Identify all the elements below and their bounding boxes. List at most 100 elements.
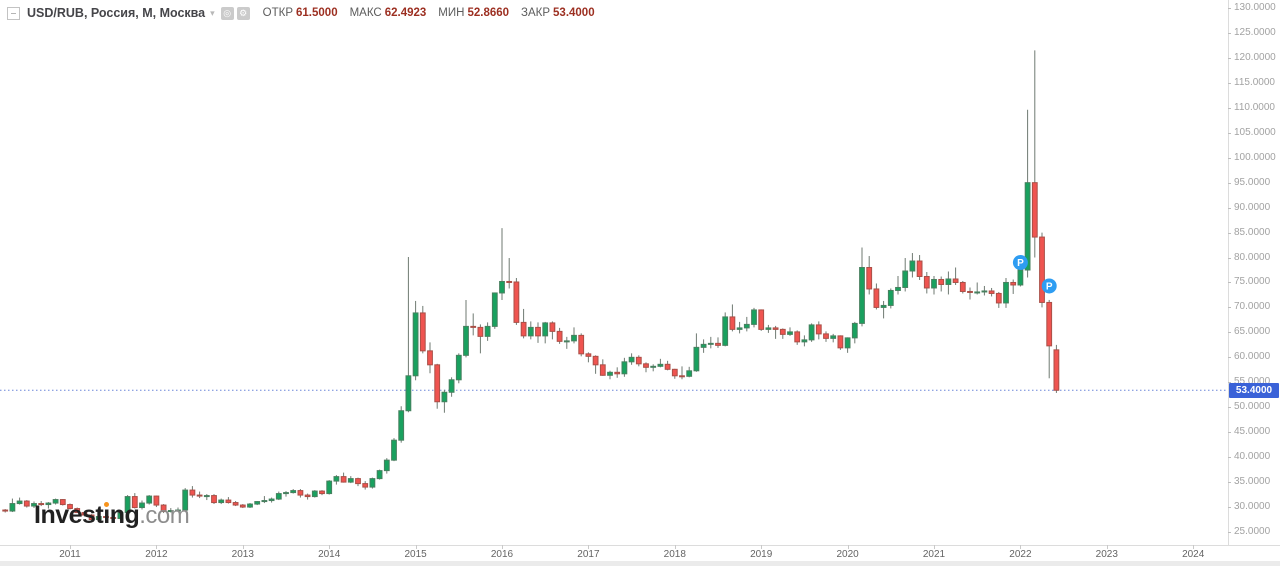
candle[interactable] [203,494,210,501]
candle[interactable] [139,500,145,510]
candle[interactable] [679,366,685,380]
candle[interactable] [2,509,9,513]
candle[interactable] [211,494,217,505]
candle[interactable] [844,337,851,353]
candle[interactable] [513,277,520,325]
candle[interactable] [67,503,73,510]
candle[interactable] [520,308,527,339]
candle[interactable] [621,357,628,377]
candle[interactable] [866,256,873,295]
candle[interactable] [225,497,232,504]
candle[interactable] [405,257,412,413]
candle[interactable] [556,327,563,344]
candle[interactable] [470,313,477,336]
candle[interactable] [779,328,786,339]
candle[interactable] [643,362,649,373]
chevron-down-icon[interactable]: ▾ [210,7,215,18]
candle[interactable] [124,495,131,514]
candle[interactable] [902,258,909,292]
candle[interactable] [110,515,117,521]
candle[interactable] [549,321,556,340]
candle[interactable] [592,355,599,374]
candle[interactable] [715,337,721,348]
candle[interactable] [434,363,441,409]
candle[interactable] [261,496,268,504]
candle[interactable] [74,507,81,514]
candle[interactable] [441,389,448,413]
candle[interactable] [765,324,772,333]
candle[interactable] [311,490,318,498]
candle[interactable] [131,493,138,509]
candle[interactable] [319,490,325,496]
candle[interactable] [283,491,289,497]
candle[interactable] [1039,232,1045,308]
candle[interactable] [578,333,585,357]
candle[interactable] [347,476,354,484]
investing-logo[interactable]: Investı ng.com [34,501,190,530]
candle[interactable] [52,498,59,505]
candle[interactable] [751,307,757,328]
candle[interactable] [455,353,462,384]
candle[interactable] [945,271,952,295]
candle[interactable] [391,438,397,462]
candle[interactable] [1003,277,1009,308]
candle[interactable] [952,267,959,285]
candle[interactable] [599,359,606,376]
candle[interactable] [355,477,361,487]
candle[interactable] [88,514,95,522]
candle[interactable] [981,285,988,296]
candle[interactable] [743,316,750,332]
candle[interactable] [506,258,513,289]
snapshot-icon[interactable]: ◎ [220,6,234,20]
candle[interactable] [1024,109,1031,278]
candle[interactable] [189,486,196,498]
candle[interactable] [808,323,815,342]
candle[interactable] [959,280,966,294]
candle[interactable] [340,472,347,483]
candle[interactable] [304,493,311,500]
time-axis[interactable]: 2011 2012 2013 2014 2015 2016 2017 2018 2019 2020… [0,545,1228,561]
candle[interactable] [823,331,829,342]
candle[interactable] [1053,344,1060,393]
candle[interactable] [477,324,484,354]
candle[interactable] [31,501,37,509]
candle[interactable] [542,321,549,344]
candle[interactable] [1046,299,1053,379]
candle[interactable] [275,491,282,501]
candle[interactable] [1031,50,1038,258]
candle[interactable] [787,327,793,336]
candle[interactable] [326,480,333,495]
candle[interactable] [333,475,340,485]
candle[interactable] [801,335,808,347]
candle[interactable] [873,283,880,310]
candle[interactable] [974,282,981,295]
candle[interactable] [693,333,700,372]
candle[interactable] [427,342,433,374]
candle[interactable] [535,322,541,343]
candle[interactable] [895,275,901,295]
candle[interactable] [218,498,225,505]
candle[interactable] [758,309,765,331]
candle[interactable] [95,513,102,522]
candle[interactable] [650,364,657,372]
candle[interactable] [571,327,577,344]
candle[interactable] [880,300,887,319]
candle[interactable] [103,514,109,520]
candle[interactable] [794,330,801,345]
candle[interactable] [772,325,779,339]
settings-gear-icon[interactable]: ⚙ [236,6,250,20]
candle[interactable] [563,336,570,349]
candle[interactable] [686,366,693,378]
candle[interactable] [9,498,16,513]
candle[interactable] [232,501,239,507]
candle[interactable] [736,321,743,334]
candle[interactable] [167,508,174,513]
candle[interactable] [887,288,894,309]
candle[interactable] [729,304,736,332]
candle[interactable] [995,291,1002,308]
candle[interactable] [700,339,707,353]
candle[interactable] [967,287,973,300]
candle[interactable] [671,368,678,379]
candle[interactable] [45,502,52,509]
candle[interactable] [607,370,613,380]
